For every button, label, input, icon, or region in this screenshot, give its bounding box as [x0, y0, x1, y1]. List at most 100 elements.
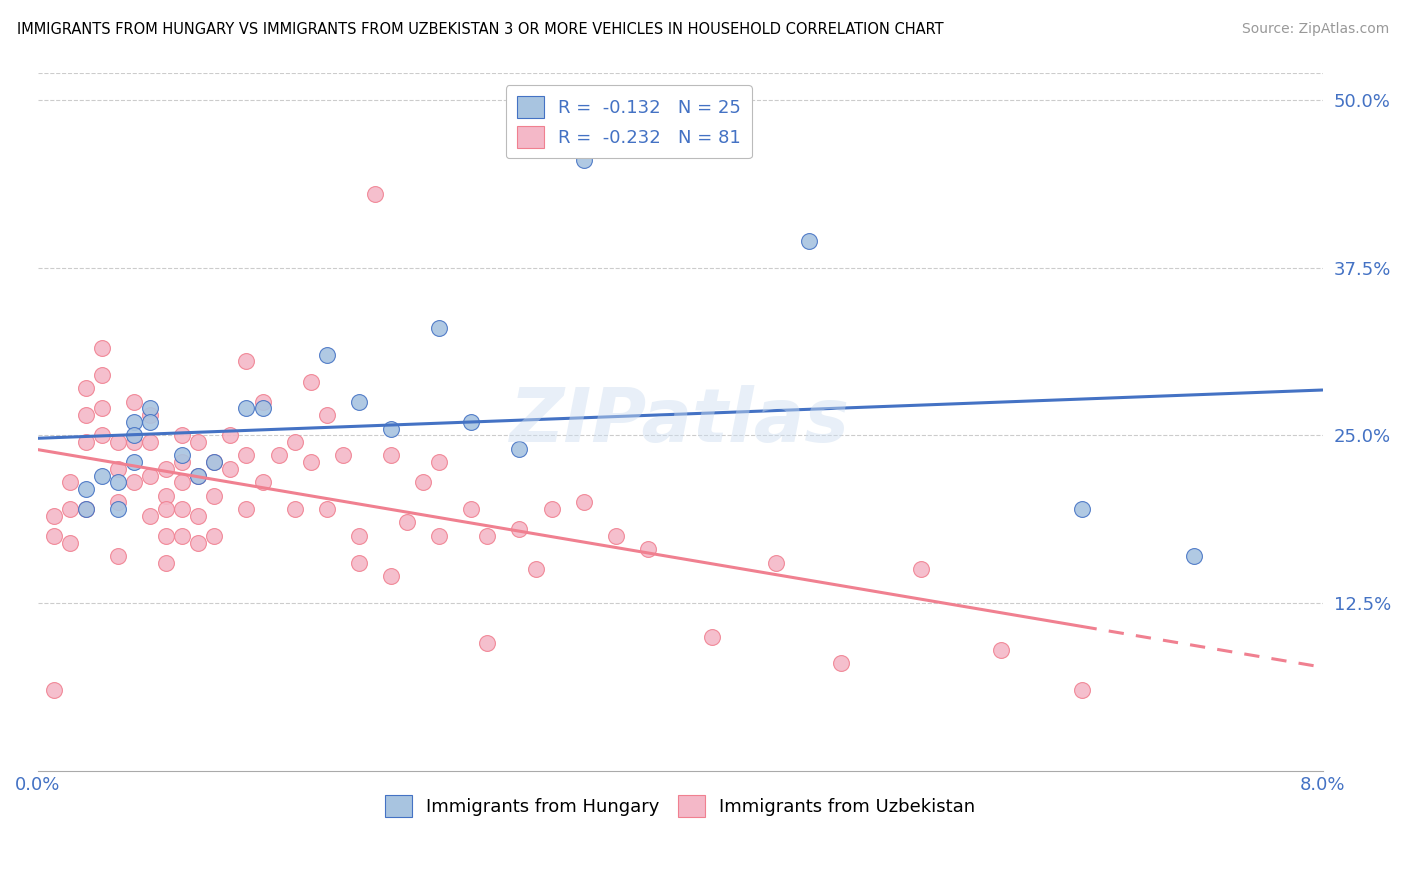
Point: [412, 475, 434, 490]
Legend: Immigrants from Hungary, Immigrants from Uzbekistan: Immigrants from Hungary, Immigrants from…: [378, 788, 983, 824]
Point: [172, 475, 194, 490]
Point: [235, 449, 257, 463]
Point: [75, 502, 97, 516]
Point: [315, 348, 337, 362]
Point: [172, 449, 194, 463]
Point: [139, 434, 162, 449]
Point: [460, 502, 482, 516]
Point: [315, 408, 337, 422]
Point: [252, 394, 274, 409]
Point: [107, 475, 129, 490]
Point: [90, 341, 112, 355]
Point: [90, 468, 112, 483]
Point: [155, 489, 177, 503]
Point: [396, 516, 419, 530]
Point: [427, 321, 450, 335]
Point: [267, 449, 290, 463]
Point: [122, 475, 145, 490]
Point: [235, 401, 257, 416]
Point: [219, 428, 242, 442]
Point: [219, 462, 242, 476]
Point: [59, 535, 82, 549]
Point: [380, 569, 402, 583]
Point: [460, 415, 482, 429]
Point: [187, 434, 209, 449]
Point: [1070, 502, 1092, 516]
Point: [155, 502, 177, 516]
Point: [172, 455, 194, 469]
Point: [284, 502, 307, 516]
Point: [107, 462, 129, 476]
Point: [155, 556, 177, 570]
Point: [990, 643, 1012, 657]
Point: [427, 529, 450, 543]
Point: [139, 415, 162, 429]
Point: [155, 462, 177, 476]
Point: [107, 495, 129, 509]
Point: [315, 502, 337, 516]
Point: [765, 556, 787, 570]
Point: [235, 354, 257, 368]
Point: [187, 468, 209, 483]
Point: [540, 502, 562, 516]
Point: [172, 502, 194, 516]
Point: [332, 449, 354, 463]
Point: [572, 153, 595, 168]
Point: [107, 434, 129, 449]
Point: [75, 482, 97, 496]
Point: [572, 495, 595, 509]
Point: [637, 542, 659, 557]
Point: [59, 475, 82, 490]
Point: [75, 408, 97, 422]
Point: [427, 455, 450, 469]
Point: [139, 401, 162, 416]
Point: [1182, 549, 1205, 563]
Point: [252, 475, 274, 490]
Point: [380, 449, 402, 463]
Point: [299, 455, 322, 469]
Point: [172, 529, 194, 543]
Point: [122, 434, 145, 449]
Point: [364, 186, 387, 201]
Point: [830, 657, 852, 671]
Point: [155, 529, 177, 543]
Point: [42, 683, 65, 698]
Point: [90, 401, 112, 416]
Point: [122, 455, 145, 469]
Point: [347, 529, 370, 543]
Point: [187, 535, 209, 549]
Point: [202, 489, 225, 503]
Point: [477, 529, 499, 543]
Point: [187, 508, 209, 523]
Point: [524, 562, 547, 576]
Point: [187, 468, 209, 483]
Point: [380, 421, 402, 435]
Point: [235, 502, 257, 516]
Point: [299, 375, 322, 389]
Point: [1070, 683, 1092, 698]
Point: [347, 556, 370, 570]
Point: [172, 428, 194, 442]
Point: [910, 562, 932, 576]
Point: [605, 529, 627, 543]
Point: [284, 434, 307, 449]
Point: [90, 368, 112, 382]
Point: [139, 508, 162, 523]
Point: [122, 415, 145, 429]
Point: [202, 529, 225, 543]
Point: [797, 234, 820, 248]
Point: [477, 636, 499, 650]
Point: [202, 455, 225, 469]
Point: [508, 442, 530, 456]
Point: [347, 394, 370, 409]
Text: IMMIGRANTS FROM HUNGARY VS IMMIGRANTS FROM UZBEKISTAN 3 OR MORE VEHICLES IN HOUS: IMMIGRANTS FROM HUNGARY VS IMMIGRANTS FR…: [17, 22, 943, 37]
Point: [75, 434, 97, 449]
Text: Source: ZipAtlas.com: Source: ZipAtlas.com: [1241, 22, 1389, 37]
Point: [508, 522, 530, 536]
Point: [202, 455, 225, 469]
Point: [75, 381, 97, 395]
Point: [107, 549, 129, 563]
Point: [139, 408, 162, 422]
Point: [42, 508, 65, 523]
Point: [42, 529, 65, 543]
